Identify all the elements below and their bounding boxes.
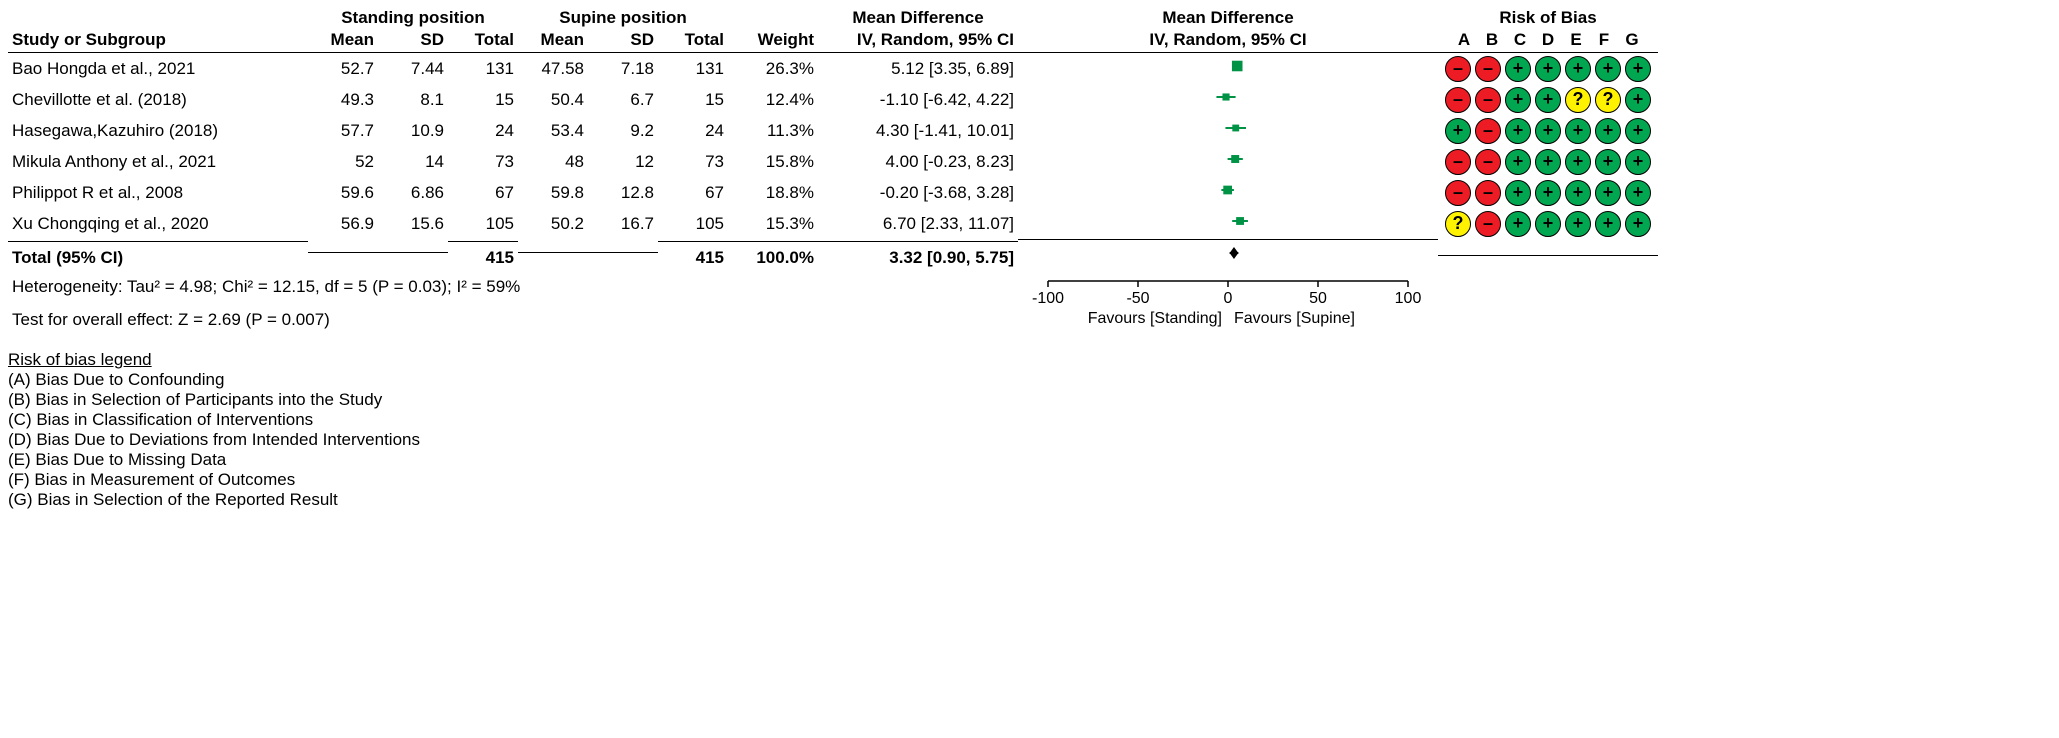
svg-text:-50: -50 bbox=[1126, 290, 1149, 307]
svg-text:-100: -100 bbox=[1032, 290, 1064, 307]
rob-legend-item: (C) Bias in Classification of Interventi… bbox=[8, 410, 2051, 430]
svg-text:0: 0 bbox=[1224, 290, 1233, 307]
rob-legend-item: (B) Bias in Selection of Participants in… bbox=[8, 390, 2051, 410]
md-header: Mean Difference bbox=[818, 8, 1018, 28]
rob-header: Risk of Bias bbox=[1438, 8, 1658, 28]
overall-effect: Test for overall effect: Z = 2.69 (P = 0… bbox=[8, 309, 1018, 331]
svg-text:Favours [Standing]: Favours [Standing] bbox=[1088, 310, 1222, 327]
rob-legend-title: Risk of bias legend bbox=[8, 350, 2051, 370]
rob-legend-item: (A) Bias Due to Confounding bbox=[8, 370, 2051, 390]
rob-legend-item: (F) Bias in Measurement of Outcomes bbox=[8, 470, 2051, 490]
forest-header: Mean Difference bbox=[1018, 8, 1438, 28]
svg-text:Favours [Supine]: Favours [Supine] bbox=[1234, 310, 1355, 327]
svg-text:50: 50 bbox=[1309, 290, 1327, 307]
rob-legend-item: (G) Bias in Selection of the Reported Re… bbox=[8, 490, 2051, 510]
forest-axis: -100 -50 0 50 100 Favours [Standing] Favours [… bbox=[1018, 271, 1438, 331]
heterogeneity: Heterogeneity: Tau² = 4.98; Chi² = 12.15… bbox=[8, 276, 1018, 298]
rob-legend-item: (E) Bias Due to Missing Data bbox=[8, 450, 2051, 470]
group1-header: Standing position bbox=[308, 8, 518, 28]
group2-header: Supine position bbox=[518, 8, 728, 28]
rob-legend-item: (D) Bias Due to Deviations from Intended… bbox=[8, 430, 2051, 450]
svg-text:100: 100 bbox=[1395, 290, 1422, 307]
